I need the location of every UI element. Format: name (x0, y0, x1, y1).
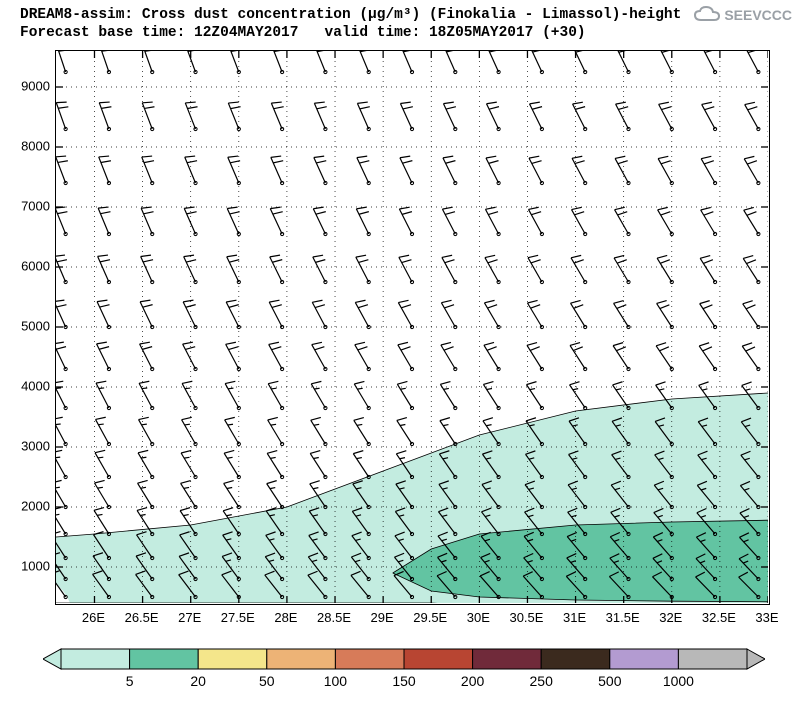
x-tick-label: 29.5E (413, 610, 447, 625)
chart-title: DREAM8-assim: Cross dust concentration (… (20, 6, 681, 42)
title-line-2: Forecast base time: 12Z04MAY2017 valid t… (20, 25, 586, 41)
cross-section-plot (55, 50, 770, 605)
x-tick-label: 33E (755, 610, 778, 625)
legend-break-label: 5 (126, 673, 134, 689)
legend-break-label: 50 (259, 673, 275, 689)
legend-break-label: 200 (461, 673, 484, 689)
logo-text: SEEVCCC (724, 7, 792, 23)
y-tick-label: 6000 (21, 259, 50, 274)
x-tick-label: 27E (178, 610, 201, 625)
x-tick-label: 31E (563, 610, 586, 625)
y-tick-label: 3000 (21, 439, 50, 454)
seevccc-logo: SEEVCCC (693, 6, 792, 24)
legend-break-label: 250 (530, 673, 553, 689)
y-tick-label: 8000 (21, 139, 50, 154)
x-tick-label: 27.5E (221, 610, 255, 625)
x-tick-label: 32.5E (702, 610, 736, 625)
cloud-icon (693, 6, 721, 24)
x-tick-label: 28E (274, 610, 297, 625)
x-tick-label: 30E (467, 610, 490, 625)
x-tick-label: 32E (659, 610, 682, 625)
x-tick-label: 26.5E (125, 610, 159, 625)
y-tick-label: 1000 (21, 559, 50, 574)
legend-break-label: 1000 (663, 673, 694, 689)
plot-canvas (56, 51, 768, 603)
x-tick-label: 28.5E (317, 610, 351, 625)
y-tick-label: 7000 (21, 199, 50, 214)
y-tick-label: 2000 (21, 499, 50, 514)
legend-break-label: 500 (598, 673, 621, 689)
x-tick-label: 29E (371, 610, 394, 625)
y-tick-label: 5000 (21, 319, 50, 334)
legend-break-label: 20 (190, 673, 206, 689)
x-tick-label: 31.5E (606, 610, 640, 625)
color-legend: 5 20 50 100 150 200 250 500 1000 (43, 647, 765, 695)
x-tick-label: 30.5E (509, 610, 543, 625)
y-tick-label: 4000 (21, 379, 50, 394)
legend-break-label: 100 (324, 673, 347, 689)
title-line-1: DREAM8-assim: Cross dust concentration (… (20, 7, 681, 23)
y-tick-label: 9000 (21, 79, 50, 94)
legend-break-label: 150 (392, 673, 415, 689)
x-tick-label: 26E (82, 610, 105, 625)
